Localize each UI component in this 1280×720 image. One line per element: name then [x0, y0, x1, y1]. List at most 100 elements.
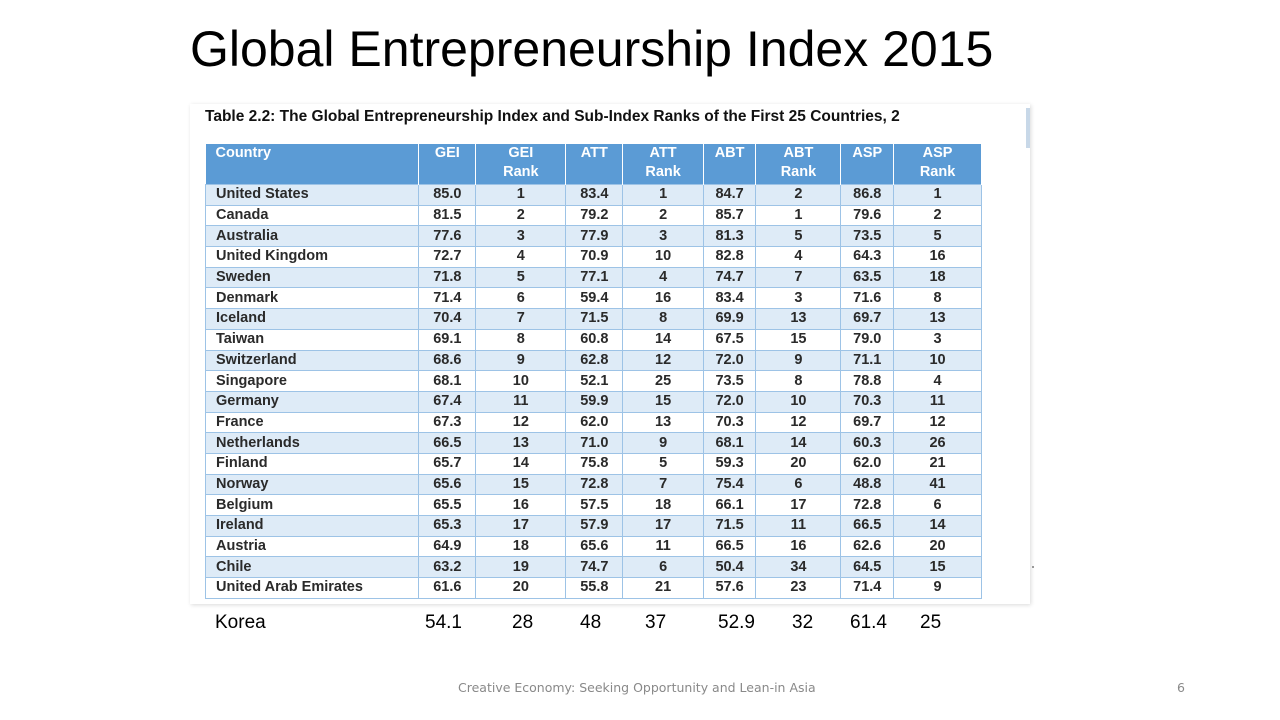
rank-table: Country GEI GEI Rank ATT ATT Rank ABT ABT Rank ASP… — [204, 144, 982, 599]
table-row: United Kingdom 72.7 4 70.9 10 82.8 4 64.3 16 — [204, 246, 982, 268]
value-cell: 71.4 — [840, 577, 895, 599]
table-row: Ireland 65.3 17 57.9 17 71.5 11 66.5 14 — [204, 515, 982, 537]
value-cell: 83.4 — [702, 287, 757, 310]
value-cell: 62.6 — [840, 535, 895, 558]
country-cell: Ireland — [204, 515, 420, 537]
value-cell: 69.7 — [840, 308, 895, 330]
value-cell: 71.4 — [418, 287, 477, 310]
country-cell: Canada — [204, 204, 420, 227]
value-cell: 85.7 — [702, 204, 757, 227]
value-cell: 1 — [755, 204, 842, 227]
value-cell: 3 — [893, 328, 982, 351]
table-image: Table 2.2: The Global Entrepreneurship I… — [190, 104, 1030, 604]
country-cell: Taiwan — [204, 328, 420, 351]
value-cell: 70.3 — [840, 390, 895, 413]
value-cell: 79.0 — [840, 328, 895, 351]
value-cell: 9 — [755, 349, 842, 372]
value-cell: 4 — [622, 266, 704, 289]
value-cell: 10 — [755, 390, 842, 413]
value-cell: 25 — [622, 370, 704, 392]
table-row: Netherlands 66.5 13 71.0 9 68.1 14 60.3 26 — [204, 432, 982, 454]
value-cell: 65.5 — [418, 494, 477, 516]
country-cell: Switzerland — [204, 349, 420, 372]
value-cell: 64.9 — [418, 535, 477, 558]
korea-asp: 61.4 — [850, 612, 887, 633]
value-cell: 60.8 — [565, 328, 624, 351]
value-cell: 73.5 — [702, 370, 757, 392]
value-cell: 2 — [622, 204, 704, 227]
value-cell: 11 — [622, 535, 704, 558]
table-row: Finland 65.7 14 75.8 5 59.3 20 62.0 21 — [204, 452, 982, 475]
value-cell: 3 — [755, 287, 842, 310]
country-cell: Australia — [204, 225, 420, 248]
value-cell: 71.0 — [565, 432, 624, 454]
value-cell: 78.8 — [840, 370, 895, 392]
value-cell: 69.1 — [418, 328, 477, 351]
country-cell: United States — [204, 184, 420, 206]
value-cell: 77.9 — [565, 225, 624, 248]
value-cell: 5 — [893, 225, 982, 248]
value-cell: 75.4 — [702, 473, 757, 496]
country-cell: Netherlands — [204, 432, 420, 454]
table-row: Australia 77.6 3 77.9 3 81.3 5 73.5 5 — [204, 225, 982, 248]
value-cell: 70.4 — [418, 308, 477, 330]
column-header-sublabel: Rank — [919, 164, 956, 180]
value-cell: 6 — [622, 556, 704, 579]
value-cell: 60.3 — [840, 432, 895, 454]
value-cell: 16 — [622, 287, 704, 310]
table-row: Germany 67.4 11 59.9 15 72.0 10 70.3 11 — [204, 390, 982, 413]
value-cell: 65.6 — [418, 473, 477, 496]
table-row: Denmark 71.4 6 59.4 16 83.4 3 71.6 8 — [204, 287, 982, 310]
value-cell: 7 — [755, 266, 842, 289]
value-cell: 74.7 — [565, 556, 624, 579]
value-cell: 72.8 — [840, 494, 895, 516]
column-header-sublabel: Rank — [503, 164, 539, 180]
value-cell: 81.3 — [702, 225, 757, 248]
value-cell: 34 — [755, 556, 842, 579]
value-cell: 18 — [622, 494, 704, 516]
value-cell: 74.7 — [702, 266, 757, 289]
value-cell: 6 — [893, 494, 982, 516]
country-cell: United Kingdom — [204, 246, 420, 268]
column-header-label: ATT — [649, 145, 677, 161]
value-cell: 4 — [475, 246, 567, 268]
value-cell: 64.5 — [840, 556, 895, 579]
value-cell: 79.2 — [565, 204, 624, 227]
stray-dot — [1032, 566, 1034, 568]
value-cell: 16 — [893, 246, 982, 268]
table-row: Iceland 70.4 7 71.5 8 69.9 13 69.7 13 — [204, 308, 982, 330]
table-row: Switzerland 68.6 9 62.8 12 72.0 9 71.1 10 — [204, 349, 982, 372]
value-cell: 11 — [755, 515, 842, 537]
value-cell: 72.7 — [418, 246, 477, 268]
value-cell: 14 — [755, 432, 842, 454]
table-row: Singapore 68.1 10 52.1 25 73.5 8 78.8 4 — [204, 370, 982, 392]
value-cell: 8 — [893, 287, 982, 310]
value-cell: 73.5 — [840, 225, 895, 248]
value-cell: 3 — [622, 225, 704, 248]
value-cell: 20 — [475, 577, 567, 599]
value-cell: 21 — [893, 452, 982, 475]
column-header: GEI Rank — [475, 144, 567, 185]
value-cell: 86.8 — [840, 184, 895, 206]
value-cell: 8 — [755, 370, 842, 392]
value-cell: 1 — [893, 184, 982, 206]
column-header-label: ASP — [922, 145, 953, 161]
value-cell: 82.8 — [702, 246, 757, 268]
value-cell: 66.1 — [702, 494, 757, 516]
value-cell: 10 — [622, 246, 704, 268]
value-cell: 65.6 — [565, 535, 624, 558]
value-cell: 7 — [622, 473, 704, 496]
country-cell: Denmark — [204, 287, 420, 310]
table-row: Norway 65.6 15 72.8 7 75.4 6 48.8 41 — [204, 473, 982, 496]
value-cell: 66.5 — [418, 432, 477, 454]
value-cell: 10 — [893, 349, 982, 372]
country-cell: Finland — [204, 452, 420, 475]
value-cell: 63.2 — [418, 556, 477, 579]
value-cell: 20 — [755, 452, 842, 475]
value-cell: 72.0 — [702, 390, 757, 413]
value-cell: 69.9 — [702, 308, 757, 330]
value-cell: 85.0 — [418, 184, 477, 206]
korea-abt: 52.9 — [718, 612, 755, 633]
korea-att: 48 — [580, 612, 602, 633]
value-cell: 1 — [622, 184, 704, 206]
